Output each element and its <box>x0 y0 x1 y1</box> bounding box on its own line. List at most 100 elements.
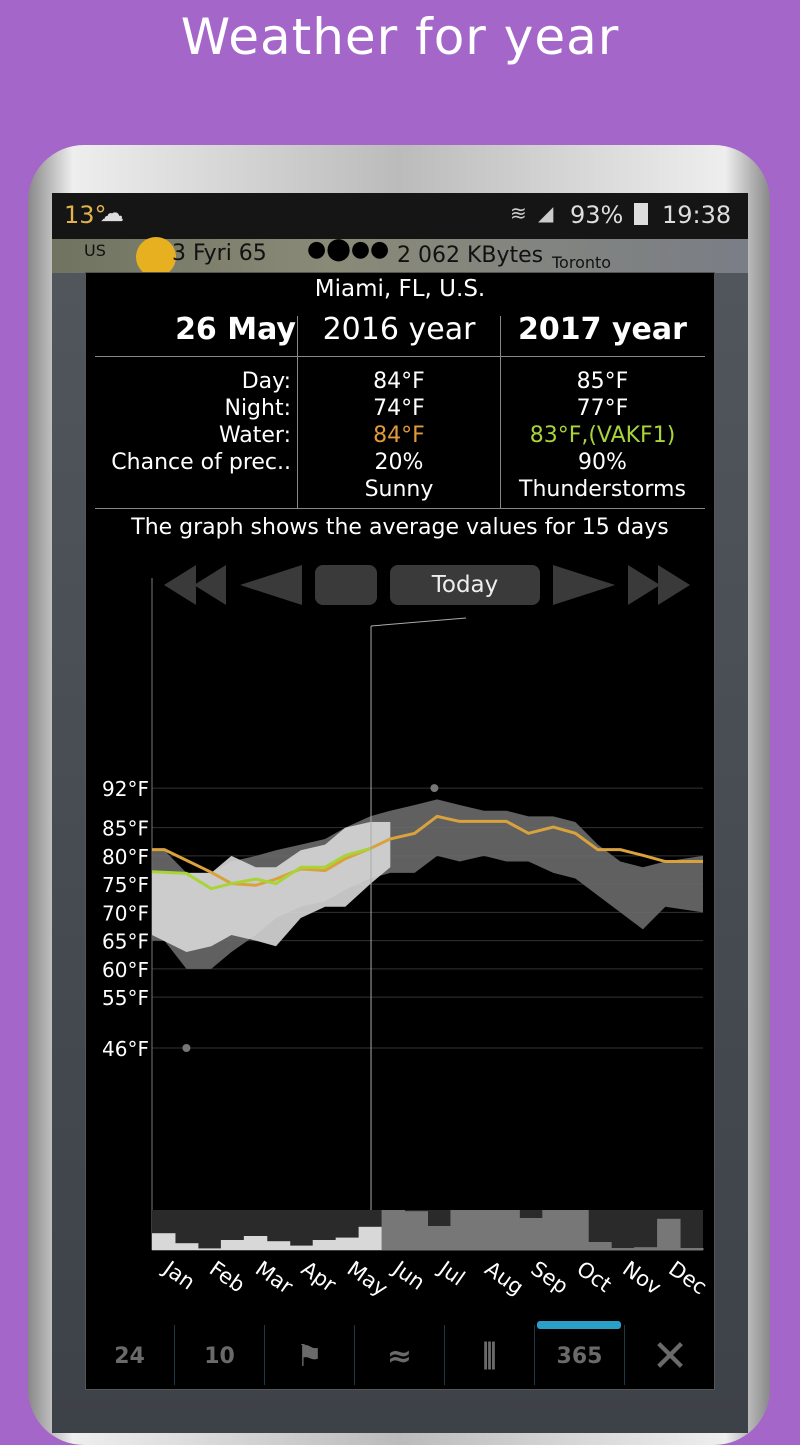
y-tick-label: 70°F <box>102 901 149 925</box>
precip-bar <box>450 1210 474 1250</box>
x-tick-label: Aug <box>481 1256 528 1299</box>
precip-bar <box>243 1236 268 1250</box>
x-tick-label: Jun <box>387 1255 429 1295</box>
night-2016: 74°F <box>373 396 425 421</box>
condition-2017: Thunderstorms <box>519 477 686 502</box>
water-2016: 84°F <box>373 423 425 448</box>
y-tick-label: 85°F <box>102 817 149 841</box>
x-tick-label: Jan <box>157 1255 199 1294</box>
precip-bar <box>542 1210 566 1250</box>
col-2016: 84°F 74°F 84°F 20% Sunny <box>298 368 500 503</box>
tab-24-hours[interactable]: 24 <box>85 1325 175 1385</box>
fast-forward-icon <box>658 565 690 605</box>
status-temp: 13° <box>64 201 107 229</box>
x-tick-label: May <box>343 1256 392 1301</box>
label-precip: Chance of prec.. <box>111 450 291 475</box>
table-divider <box>95 508 705 509</box>
precip-bar <box>519 1218 543 1250</box>
x-tick-label: Mar <box>251 1256 298 1299</box>
chart-lines-icon: ⫼ <box>482 1339 497 1374</box>
precip-bar <box>565 1210 589 1250</box>
year-2017-header: 2017 year <box>518 312 687 347</box>
graph-note: The graph shows the average values for 1… <box>131 515 669 540</box>
precip-bar <box>197 1248 222 1250</box>
today-button[interactable]: Today <box>390 565 540 605</box>
close-icon: ✕ <box>651 1331 689 1382</box>
precip-bar <box>312 1240 337 1250</box>
precip-bar <box>473 1210 497 1250</box>
precip-bar <box>634 1247 658 1250</box>
waves-icon: ≈ <box>386 1339 413 1374</box>
temperature-line <box>151 847 371 891</box>
fast-rewind-button[interactable] <box>164 565 196 605</box>
precip-bar <box>174 1243 199 1250</box>
tab-label: 10 <box>204 1344 235 1369</box>
precip-bar <box>266 1241 291 1250</box>
x-tick-label: Jul <box>433 1255 469 1290</box>
close-button[interactable]: ✕ <box>625 1325 715 1385</box>
precip-bar <box>220 1240 245 1250</box>
label-water: Water: <box>218 423 291 448</box>
y-tick-label: 65°F <box>102 930 149 954</box>
status-bar: 13° ☁ ≋ ◢ 93% 19:38 <box>52 193 748 239</box>
x-tick-label: Feb <box>205 1256 249 1297</box>
active-tab-indicator <box>537 1321 621 1329</box>
info-strip: US 3 Fyri 65 ●⬤●● 2 062 KBytes Toronto <box>52 237 748 277</box>
fast-rewind-icon <box>194 565 226 605</box>
temperature-range-band <box>152 822 391 952</box>
x-tick-label: Apr <box>297 1256 341 1297</box>
extreme-point <box>430 784 439 793</box>
precip-bar <box>289 1245 314 1250</box>
page-dots[interactable]: ●⬤●● <box>307 237 390 262</box>
country-label: US <box>84 241 106 260</box>
precip-bar <box>427 1226 451 1250</box>
x-tick-label: Oct <box>572 1256 616 1296</box>
precip-bar <box>358 1226 383 1250</box>
col-2017: 85°F 77°F 83°F,(VAKF1) 90% Thunderstorms <box>500 368 705 503</box>
page-title: Weather for year <box>180 8 620 66</box>
temperature-chart: 92°F 85°F 80°F 75°F 70°F 65°F 60°F 55°F 46°F Jan F… <box>102 578 711 1301</box>
y-tick-label: 60°F <box>102 958 149 982</box>
precip-bar <box>404 1211 428 1250</box>
tab-10-days[interactable]: 10 <box>175 1325 265 1385</box>
year-2016-header: 2016 year <box>322 312 476 347</box>
blank-button[interactable] <box>315 565 377 605</box>
precip-bar <box>335 1237 360 1250</box>
precip-bar <box>657 1218 681 1250</box>
temperature-line <box>152 814 703 887</box>
temp-strip: 3 Fyri 65 <box>172 241 267 266</box>
fast-forward-button[interactable] <box>628 565 660 605</box>
x-tick-label: Sep <box>526 1256 572 1298</box>
precip-bar <box>152 1233 176 1250</box>
tab-label: 365 <box>556 1344 603 1369</box>
y-tick-label: 92°F <box>102 777 149 801</box>
temperature-range-band <box>152 799 703 969</box>
status-time: 19:38 <box>662 201 732 229</box>
precip-bar <box>496 1210 520 1250</box>
tab-water[interactable]: ≈ <box>355 1325 445 1385</box>
y-tick-label: 46°F <box>102 1037 149 1061</box>
label-night: Night: <box>224 396 291 421</box>
precip-2016: 20% <box>374 450 424 475</box>
battery-icon <box>634 203 648 225</box>
data-usage: 2 062 KBytes <box>397 243 544 268</box>
row-labels: Day: Night: Water: Chance of prec.. <box>95 368 291 476</box>
day-2017: 85°F <box>576 369 629 394</box>
precip-bar <box>611 1248 635 1250</box>
tab-activity[interactable]: ⚑ <box>265 1325 355 1385</box>
battery-percent: 93% <box>570 201 624 229</box>
extreme-point <box>182 1044 191 1052</box>
tab-label: 24 <box>114 1344 145 1369</box>
previous-button[interactable] <box>240 565 302 605</box>
y-tick-label: 80°F <box>102 845 149 869</box>
day-2016: 84°F <box>373 369 425 394</box>
tab-365-days[interactable]: 365 <box>535 1325 625 1385</box>
location-label: Miami, FL, U.S. <box>314 276 486 302</box>
tab-graphs[interactable]: ⫼ <box>445 1325 535 1385</box>
column-divider <box>500 316 501 508</box>
next-button[interactable] <box>553 565 615 605</box>
precip-bar <box>381 1210 406 1250</box>
precip-bar <box>588 1242 612 1250</box>
label-day: Day: <box>241 369 291 394</box>
precip-2017: 90% <box>578 450 627 475</box>
